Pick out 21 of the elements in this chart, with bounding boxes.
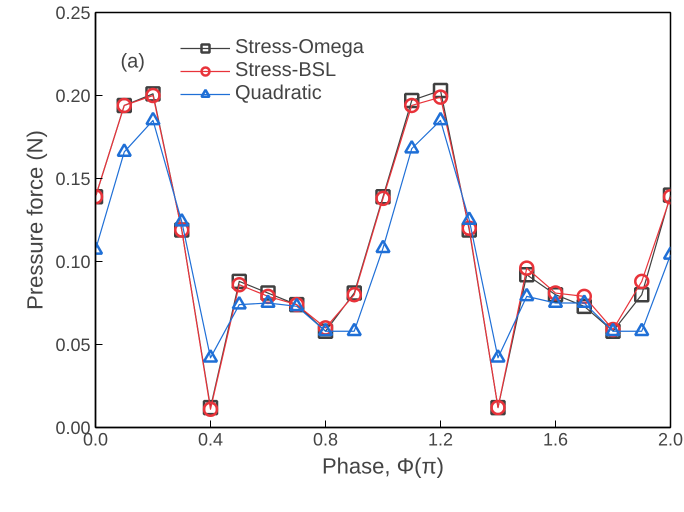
x-tick-label: 0.8 bbox=[312, 430, 338, 450]
legend-label: Stress-BSL bbox=[235, 59, 336, 82]
legend-label: Stress-Omega bbox=[235, 36, 364, 59]
point bbox=[432, 89, 448, 105]
annotation: (a) bbox=[120, 50, 145, 72]
y-tick-label: 0.20 bbox=[55, 86, 91, 106]
point bbox=[404, 98, 420, 114]
point bbox=[519, 260, 534, 276]
y-tick-label: 0.25 bbox=[55, 3, 91, 23]
x-tick-label: 2.0 bbox=[658, 430, 684, 450]
x-tick-label: 1.2 bbox=[428, 430, 454, 450]
x-tick-label: 0.4 bbox=[198, 430, 224, 450]
y-tick-label: 0.05 bbox=[55, 335, 91, 355]
legend-label: Quadratic bbox=[235, 82, 322, 105]
x-axis-title: Phase, Φ(π) bbox=[322, 454, 444, 478]
point bbox=[232, 277, 247, 292]
y-tick-label: 0.10 bbox=[55, 252, 91, 272]
x-tick-label: 1.6 bbox=[542, 430, 568, 450]
y-tick-label: 0.15 bbox=[55, 169, 91, 189]
y-axis-title: Pressure force (N) bbox=[22, 130, 48, 310]
point bbox=[634, 274, 650, 290]
